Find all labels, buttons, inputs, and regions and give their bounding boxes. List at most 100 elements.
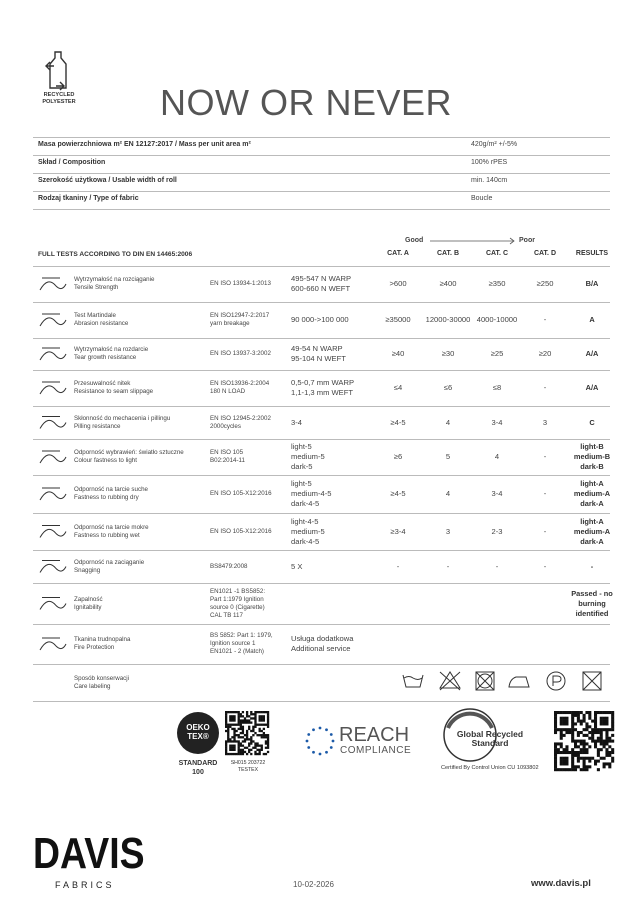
icon-part [565, 756, 569, 760]
icon-part [227, 725, 230, 728]
category-value: 12000-30000 [425, 315, 471, 324]
test-spec-line: 3-4 [291, 417, 302, 427]
icon-part [602, 739, 606, 743]
test-spec-line: Usługa dodatkowa [291, 634, 354, 643]
icon-part [258, 752, 261, 756]
icon-part [579, 731, 583, 735]
icon-part [237, 752, 240, 756]
icon-part [574, 713, 578, 717]
icon-part [554, 716, 558, 720]
icon-part [227, 731, 230, 735]
oeko-line: TEX® [187, 732, 209, 741]
icon-part [260, 748, 263, 752]
scale-good: Good [405, 237, 424, 244]
icon-part [579, 722, 583, 726]
icon-part [256, 734, 259, 737]
test-spec-line: Additional service [291, 644, 351, 653]
test-standard-line: BS 5852: Part 1: 1979, [210, 632, 273, 639]
icon-part [571, 736, 575, 740]
icon-part [245, 738, 249, 741]
icon-part [562, 711, 566, 715]
icon-part [611, 751, 615, 755]
icon-part [235, 752, 238, 756]
category-value: - [543, 452, 547, 461]
icon-part [241, 727, 245, 731]
icon-part [231, 744, 234, 747]
oeko-code-line: TESTEX [237, 766, 259, 773]
icon-part [559, 759, 563, 763]
icon-part [260, 744, 263, 747]
icon-part [554, 745, 558, 749]
icon-part [571, 768, 575, 772]
category-value: ≥20 [538, 349, 552, 358]
rule [33, 550, 610, 551]
test-result: light-B medium-B dark-B [562, 442, 622, 472]
icon-part [611, 713, 615, 717]
column-header: CAT. A [387, 250, 409, 257]
icon-part [243, 717, 247, 720]
icon-part [596, 711, 600, 715]
icon-part [559, 719, 563, 723]
test-name-line: Odporność na tarcie mokre [74, 523, 149, 531]
icon-part [245, 731, 249, 735]
icon-part [585, 728, 589, 732]
icon-part [254, 752, 257, 756]
icon-part [231, 736, 234, 739]
icon-part [233, 740, 236, 743]
icon-part [266, 736, 270, 739]
icon-part [596, 753, 600, 757]
icon-part [579, 719, 583, 723]
icon-part [576, 713, 580, 717]
icon-part [241, 729, 245, 733]
test-spec-line: medium-5 [291, 452, 325, 461]
icon-part [237, 750, 240, 754]
icon-part [250, 721, 253, 724]
category-value: 2-3 [491, 526, 503, 536]
icon-part [248, 715, 251, 718]
icon-part [611, 733, 615, 737]
icon-part [571, 716, 575, 720]
icon-part [605, 736, 609, 740]
grs-title: Global Recycled Standard [450, 730, 530, 748]
icon-part [562, 762, 566, 766]
icon-part [599, 739, 603, 743]
reach-sub: COMPLIANCE [340, 745, 412, 756]
badge: RECYCLED POLYESTER [38, 92, 80, 105]
icon-part [243, 719, 247, 722]
icon-part [237, 717, 240, 720]
icon-part [611, 759, 615, 763]
icon-part [229, 715, 232, 718]
icon-part [225, 721, 228, 724]
icon-part [608, 753, 612, 757]
icon-part [594, 745, 598, 749]
icon-part [245, 715, 249, 718]
icon-part [554, 756, 558, 760]
tests-heading: FULL TESTS ACCORDING TO DIN EN 14465:200… [38, 251, 193, 258]
icon-part [225, 725, 228, 728]
icon-part [250, 729, 253, 733]
icon-part [264, 746, 268, 749]
icon-part [252, 740, 255, 743]
icon-part [229, 711, 232, 714]
icon-part [256, 752, 259, 756]
icon-part [231, 717, 234, 720]
icon-part [312, 728, 315, 732]
icon-part [237, 736, 240, 739]
icon-part [258, 729, 261, 733]
test-standard: EN ISO 12945-2:2002 2000cycles [210, 415, 271, 431]
test-standard-line: EN ISO 105-X12:2016 [210, 527, 272, 535]
icon-part [258, 715, 261, 718]
category-value: - [543, 383, 547, 392]
icon-part [231, 719, 234, 722]
icon-part [229, 719, 232, 722]
icon-part [602, 742, 606, 746]
test-name-line: Snagging [74, 566, 101, 574]
icon-part [266, 717, 270, 720]
icon-part [264, 734, 268, 737]
icon-part [565, 719, 569, 723]
test-name: Tkanina trudnopalna Fire Protection [74, 636, 130, 652]
title: NOW OR NEVER [160, 82, 453, 123]
category-value: ≤6 [443, 383, 453, 392]
test-standard: EN1021 -1 BS5852: Part 1:1979 Ignition sou… [210, 588, 265, 620]
icon-part [596, 748, 600, 752]
